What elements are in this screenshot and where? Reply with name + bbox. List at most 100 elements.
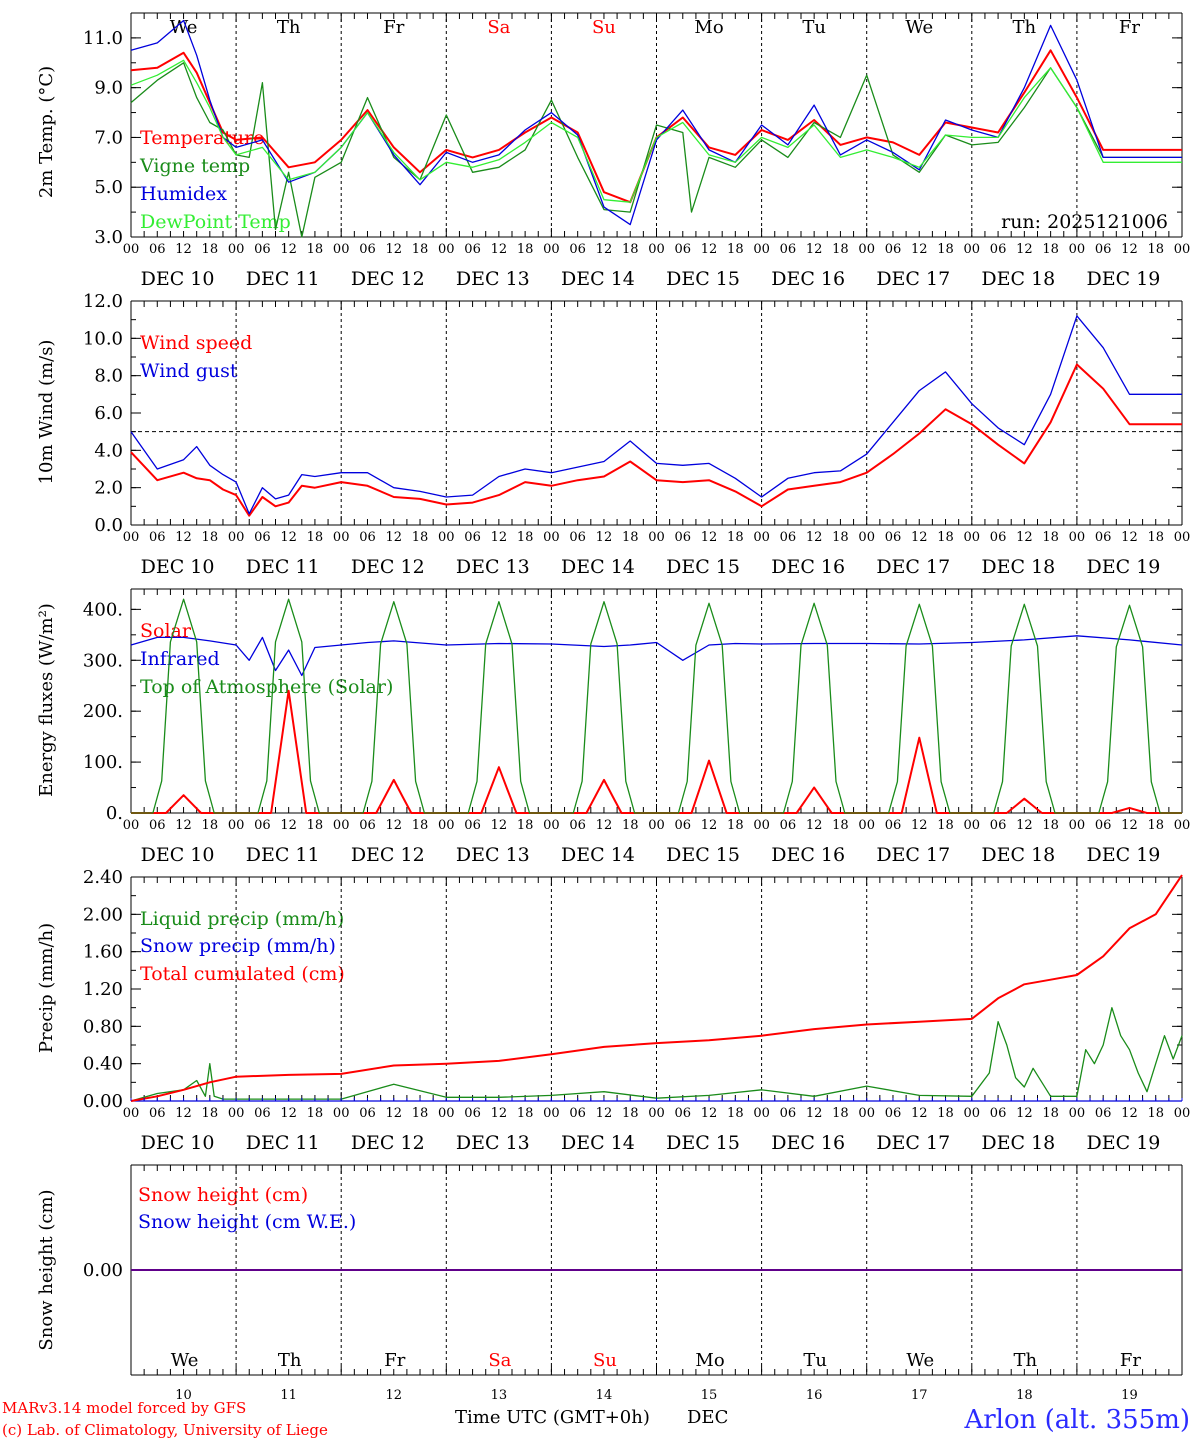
hour-tick-label: 18 [307,1106,324,1121]
hour-tick-label: 06 [254,1106,271,1121]
snow-y-axis-label: Snow height (cm) [36,1189,57,1350]
wind-y-axis-label: 10m Wind (m/s) [36,340,57,485]
hour-tick-label: 12 [701,242,718,257]
hour-tick-label: 12 [1121,242,1138,257]
hour-tick-label: 06 [359,818,376,833]
legend-vigne-temp: Vigne temp [139,155,250,177]
hour-tick-label: 06 [569,530,586,545]
hour-tick-label: 12 [1016,1106,1033,1121]
day-number-label: 18 [1016,1388,1033,1403]
precip-series-liquid-precip-mm-h- [130,1007,1183,1102]
energy-y-tick-label: 100. [83,752,123,773]
day-name-label: Sa [488,1350,511,1371]
hour-tick-label: 18 [307,242,324,257]
hour-tick-label: 06 [359,530,376,545]
hour-tick-label: 18 [832,818,849,833]
hour-tick-label: 00 [228,242,245,257]
hour-tick-label: 18 [412,1106,429,1121]
date-label: DEC 13 [456,556,530,578]
legend-snow-height-we: Snow height (cm W.E.) [138,1211,356,1233]
hour-tick-label: 18 [517,818,534,833]
date-label: DEC 10 [141,556,215,578]
hour-tick-label: 00 [858,1106,875,1121]
hour-tick-label: 18 [832,242,849,257]
footer: MARv3.14 model forced by GFS (c) Lab. of… [2,1399,1190,1439]
legend-wind-gust: Wind gust [140,360,238,382]
hour-tick-label: 06 [885,818,902,833]
hour-tick-label: 00 [333,818,350,833]
day-number-label: 10 [175,1388,192,1403]
hour-tick-label: 12 [175,242,192,257]
day-number-label: 13 [491,1388,508,1403]
day-number-label: 14 [596,1388,613,1403]
footer-lab-credit: (c) Lab. of Climatology, University of L… [2,1421,328,1439]
hour-tick-label: 12 [1016,818,1033,833]
date-label: DEC 13 [456,1132,530,1154]
day-name-label: Su [593,1350,617,1371]
wind-y-tick-label: 0.0 [94,515,123,536]
date-label: DEC 11 [246,844,320,866]
hour-tick-label: 18 [1042,818,1059,833]
wind-y-tick-label: 4.0 [94,440,123,461]
date-label: DEC 13 [456,844,530,866]
hour-tick-label: 06 [359,1106,376,1121]
hour-tick-label: 18 [937,242,954,257]
legend-wind-speed: Wind speed [140,332,252,354]
hour-tick-label: 18 [202,818,219,833]
date-label: DEC 16 [771,844,845,866]
hour-tick-label: 12 [1121,818,1138,833]
hour-tick-label: 00 [858,530,875,545]
date-label: DEC 18 [981,556,1055,578]
date-label: DEC 12 [351,268,425,290]
date-label: DEC 15 [666,1132,740,1154]
hour-tick-label: 06 [569,242,586,257]
date-label: DEC 14 [561,268,635,290]
hour-tick-label: 00 [753,242,770,257]
hour-tick-label: 06 [149,530,166,545]
energy-y-tick-label: 400. [83,599,123,620]
date-label: DEC 13 [456,268,530,290]
hour-tick-label: 12 [280,242,297,257]
hour-tick-label: 00 [648,1106,665,1121]
date-label: DEC 18 [981,268,1055,290]
hour-tick-label: 00 [333,530,350,545]
day-number-label: 15 [701,1388,718,1403]
day-name-label: Fr [384,1350,405,1371]
date-label: DEC 17 [876,844,950,866]
hour-tick-label: 06 [1095,1106,1112,1121]
legend-dewpoint-temp: DewPoint Temp [140,211,291,233]
day-name-label: Tu [802,17,826,38]
hour-tick-label: 00 [438,242,455,257]
hour-tick-label: 06 [990,242,1007,257]
hour-tick-label: 00 [1174,1106,1191,1121]
hour-tick-label: 00 [333,242,350,257]
day-name-label: Sa [487,17,510,38]
hour-tick-label: 06 [675,1106,692,1121]
hour-tick-label: 00 [964,1106,981,1121]
hour-tick-label: 12 [596,818,613,833]
hour-tick-label: 18 [1147,818,1164,833]
hour-tick-label: 06 [1095,242,1112,257]
hour-tick-label: 06 [149,242,166,257]
day-number-label: 19 [1121,1388,1138,1403]
hour-tick-label: 06 [569,1106,586,1121]
legend-infrared: Infrared [140,648,220,670]
legend-snow-height: Snow height (cm) [138,1184,308,1206]
hour-tick-label: 06 [254,242,271,257]
day-name-label: We [905,17,933,38]
hour-tick-label: 18 [517,530,534,545]
date-label: DEC 19 [1087,556,1161,578]
energy-series-top-of-atmosphere-solar- [131,598,1182,814]
day-name-label: Th [278,1350,302,1371]
hour-tick-label: 00 [228,530,245,545]
hour-tick-label: 18 [832,1106,849,1121]
energy-series-infrared [130,635,1183,677]
hour-tick-label: 18 [412,242,429,257]
hour-tick-label: 18 [727,1106,744,1121]
hour-tick-label: 00 [1174,242,1191,257]
hour-tick-label: 12 [175,530,192,545]
hour-tick-label: 06 [675,530,692,545]
day-name-label: Fr [1119,17,1140,38]
